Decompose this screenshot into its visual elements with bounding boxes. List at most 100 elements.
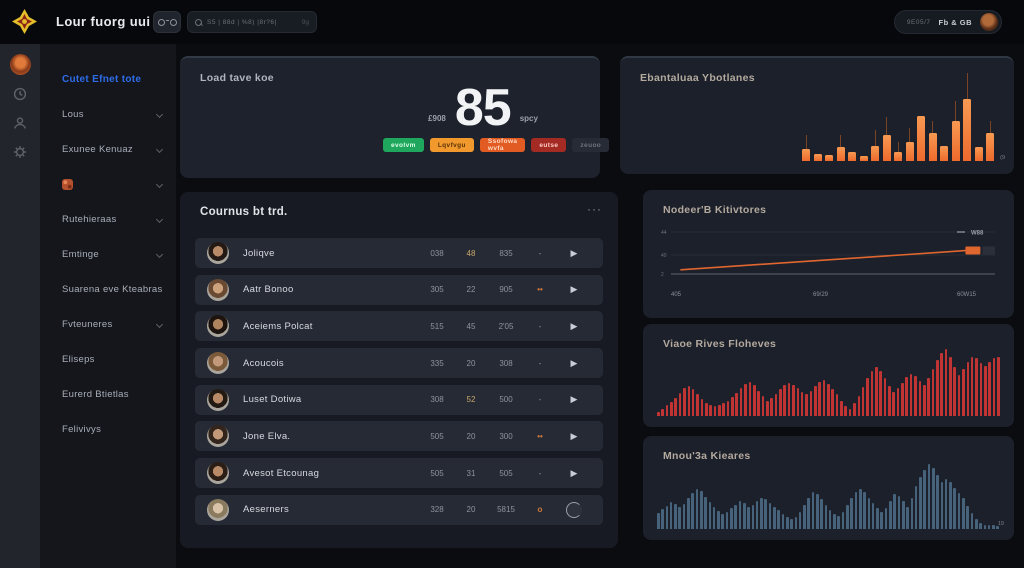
list-item[interactable]: Aatr Bonoo 305 22 905 •• ▶ [195, 274, 603, 305]
row-indicator: •• [537, 285, 543, 295]
play-button[interactable]: ▶ [570, 394, 578, 405]
evaluation-chart-card: Ebantaluaa Ybotlanes (9 [620, 56, 1014, 174]
gear-icon[interactable] [10, 142, 30, 162]
bar [809, 390, 813, 416]
sidebar-item-label: Lous [62, 108, 84, 120]
sidebar-item[interactable]: Lous [40, 103, 176, 125]
bar [893, 493, 896, 529]
status-badge[interactable]: eutse [531, 138, 567, 152]
play-button[interactable]: ▶ [570, 430, 578, 441]
bar [827, 383, 830, 416]
sidebar-item[interactable]: Exunee Kenuaz [40, 138, 176, 160]
sidebar-item[interactable]: Felivivys [40, 418, 176, 440]
bar [774, 393, 778, 416]
minor-chart-title: Mnou'3a Kieares [663, 450, 751, 462]
sidebar-item[interactable]: Suarena eve Kteabrase [40, 278, 176, 300]
bar [883, 378, 887, 416]
evaluation-bar-chart [802, 69, 998, 161]
list-item[interactable]: Aceiems Polcat 515 45 2'05 - ▶ [195, 311, 603, 342]
play-button[interactable]: ▶ [570, 247, 578, 258]
play-button[interactable]: ▶ [570, 284, 578, 295]
play-button[interactable]: ▶ [570, 467, 578, 478]
user-name: Fb & GB [938, 17, 972, 27]
bar [897, 495, 901, 529]
line-end-marker [965, 246, 981, 255]
user-icon[interactable] [10, 113, 30, 133]
bar [858, 488, 862, 529]
row-stat: 31 [466, 468, 476, 478]
row-action: ▶ [555, 248, 593, 259]
bar [992, 525, 995, 529]
row-name: Aatr Bonoo [243, 284, 294, 296]
bar [857, 396, 861, 416]
topbar: Lour fuorg uui S5 | 88d | %8) |8r?6| 9g … [0, 0, 1024, 44]
bar [687, 498, 690, 529]
raves-chart-title: Viaoe Rives Floheves [663, 338, 777, 350]
bar [962, 498, 965, 529]
bar [807, 497, 810, 529]
bar [768, 502, 772, 529]
list-item[interactable]: Acoucois 335 20 308 - ▶ [195, 348, 603, 379]
row-indicator: •• [537, 431, 543, 441]
clock-icon[interactable] [10, 84, 30, 104]
bar [949, 482, 952, 529]
bar [966, 362, 970, 416]
bar [790, 519, 793, 529]
bar [813, 153, 822, 161]
bar [997, 356, 1000, 416]
line-chart-card: Nodeer'B Kitivtores 44 40 2 W88 405 69/29 60W1… [643, 190, 1014, 318]
row-name: Luset Dotiwa [243, 394, 302, 406]
play-button[interactable]: ▶ [570, 357, 578, 368]
row-stat: 2'05 [498, 321, 514, 331]
bar [665, 505, 669, 529]
list-item[interactable]: Luset Dotiwa 308 52 500 - ▶ [195, 384, 603, 415]
list-item[interactable]: Jone Elva. 505 20 300 •• ▶ [195, 421, 603, 452]
play-button[interactable]: ▶ [570, 320, 578, 331]
glasses-button[interactable] [153, 11, 181, 33]
status-badge[interactable]: Lqvfvgu [429, 138, 474, 152]
status-badge[interactable]: evolvm [383, 138, 424, 152]
sidebar-item[interactable]: Fvteuneres [40, 313, 176, 335]
bar [992, 358, 996, 416]
row-name: Aeserners [243, 504, 289, 516]
sidebar-item[interactable] [40, 173, 176, 195]
list-item[interactable]: Joliqve 038 48 835 - ▶ [195, 238, 603, 268]
bar [811, 492, 815, 529]
more-menu-icon[interactable]: ··· [587, 202, 602, 216]
sidebar-item-label: Rutehieraas [62, 213, 117, 225]
profile-avatar-icon[interactable] [9, 54, 31, 75]
bar-whisker [805, 134, 807, 149]
bar [876, 508, 879, 529]
list-card-title: Cournus bt trd. [200, 206, 288, 218]
list-item[interactable]: Aeserners 328 20 5815 o [195, 494, 603, 525]
chevron-down-icon [155, 215, 164, 223]
bar [738, 501, 742, 529]
row-stat: 505 [499, 468, 513, 478]
refresh-button[interactable] [566, 501, 582, 518]
bar [731, 397, 734, 416]
status-badge[interactable]: zeuoo [572, 138, 610, 152]
score-value: 85 [454, 79, 512, 137]
status-badge[interactable]: Ssofowa wvfa [479, 138, 526, 152]
user-menu[interactable]: 9E05/7 Fb & GB [893, 10, 1002, 34]
sidebar-item[interactable]: Eurerd Btietlas [40, 383, 176, 405]
bar [794, 517, 798, 529]
chevron-down-icon [155, 110, 164, 118]
bar [917, 94, 929, 161]
list-item[interactable]: Avesot Etcounag 505 31 505 - ▶ [195, 458, 603, 489]
bar [798, 511, 802, 529]
bar [918, 380, 922, 416]
bar [944, 478, 948, 529]
sidebar-item[interactable]: Rutehieraas [40, 208, 176, 230]
app-logo-icon[interactable] [11, 8, 38, 35]
bar [818, 381, 821, 416]
bar [730, 508, 733, 529]
bar [796, 388, 800, 416]
sidebar-item[interactable]: Cutet Efnet tote [40, 68, 176, 90]
bar [704, 402, 708, 416]
sidebar-item[interactable]: Emtinge [40, 243, 176, 265]
sidebar-item[interactable]: Eliseps [40, 348, 176, 370]
row-name: Aceiems Polcat [243, 320, 313, 332]
bar [979, 362, 983, 416]
search-input[interactable]: S5 | 88d | %8) |8r?6| 9g [187, 11, 317, 33]
